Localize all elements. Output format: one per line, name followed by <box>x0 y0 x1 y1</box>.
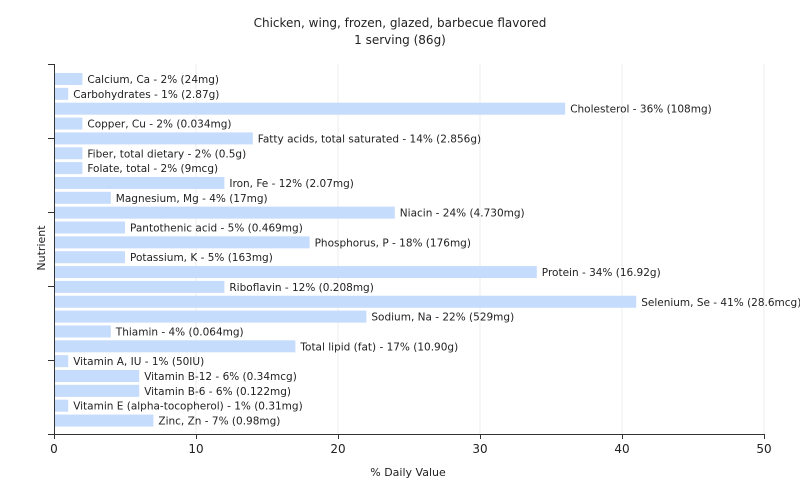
bar-label: Fatty acids, total saturated - 14% (2.85… <box>258 133 481 145</box>
bar <box>54 251 125 264</box>
bar <box>54 399 69 412</box>
bar <box>54 102 566 115</box>
bar <box>54 117 83 130</box>
bar-label: Vitamin A, IU - 1% (50IU) <box>73 356 204 368</box>
bar <box>54 206 395 219</box>
bar-label: Thiamin - 4% (0.064mg) <box>115 326 244 338</box>
bar-label: Niacin - 24% (4.730mg) <box>400 208 525 220</box>
gridlines <box>195 64 765 434</box>
bar <box>54 355 69 368</box>
bar <box>54 162 83 175</box>
bar <box>54 310 367 323</box>
bar-label: Protein - 34% (16.92g) <box>542 267 661 279</box>
bar-label: Phosphorus, P - 18% (176mg) <box>315 237 471 249</box>
bar <box>54 414 154 427</box>
bar-label: Carbohydrates - 1% (2.87g) <box>73 89 219 101</box>
bar-label: Potassium, K - 5% (163mg) <box>130 252 273 264</box>
bar <box>54 191 111 204</box>
x-tick-label: 40 <box>614 442 629 456</box>
axes <box>48 64 764 435</box>
bar-label: Magnesium, Mg - 4% (17mg) <box>116 193 268 205</box>
x-tick-label: 10 <box>188 442 203 456</box>
bar-label: Fiber, total dietary - 2% (0.5g) <box>87 148 246 160</box>
bar <box>54 147 83 160</box>
bar <box>54 384 140 397</box>
x-tick-label: 30 <box>472 442 487 456</box>
bar <box>54 295 637 308</box>
x-axis-title: % Daily Value <box>370 466 446 479</box>
x-tick-label: 20 <box>330 442 345 456</box>
bar <box>54 132 253 145</box>
bar-label: Sodium, Na - 22% (529mg) <box>371 312 514 324</box>
chart-title: Chicken, wing, frozen, glazed, barbecue … <box>254 16 547 30</box>
bar-label: Vitamin B-6 - 6% (0.122mg) <box>144 386 291 398</box>
bar-label: Pantothenic acid - 5% (0.469mg) <box>130 223 303 235</box>
bars: Calcium, Ca - 2% (24mg) Carbohydrates - 1… <box>54 73 800 428</box>
bar <box>54 73 83 85</box>
x-tick-label: 50 <box>756 442 771 456</box>
bar <box>54 221 125 234</box>
bar-label: Selenium, Se - 41% (28.6mcg) <box>641 297 800 309</box>
bar-label: Riboflavin - 12% (0.208mg) <box>229 282 373 294</box>
bar-label: Total lipid (fat) - 17% (10.90g) <box>299 341 458 353</box>
bar-label: Iron, Fe - 12% (2.07mg) <box>229 178 353 190</box>
bar <box>54 325 111 338</box>
bar <box>54 280 225 293</box>
bar-label: Folate, total - 2% (9mcg) <box>87 163 218 175</box>
bar <box>54 87 69 100</box>
x-axis-ticks: 0 10 20 30 40 50 <box>50 434 772 456</box>
bar-label: Cholesterol - 36% (108mg) <box>570 104 712 116</box>
bar <box>54 370 140 382</box>
chart-subtitle: 1 serving (86g) <box>354 33 446 47</box>
bar-label: Vitamin E (alpha-tocopherol) - 1% (0.31m… <box>73 401 303 413</box>
y-axis-title: Nutrient <box>35 225 48 271</box>
x-tick-label: 0 <box>50 442 58 456</box>
bar-label: Copper, Cu - 2% (0.034mg) <box>87 119 231 131</box>
bar <box>54 236 310 249</box>
bar-label: Zinc, Zn - 7% (0.98mg) <box>158 416 280 428</box>
bar-label: Calcium, Ca - 2% (24mg) <box>87 74 219 86</box>
bar <box>54 266 537 279</box>
bar <box>54 176 225 189</box>
bar <box>54 340 296 353</box>
bar-label: Vitamin B-12 - 6% (0.34mcg) <box>144 371 297 383</box>
